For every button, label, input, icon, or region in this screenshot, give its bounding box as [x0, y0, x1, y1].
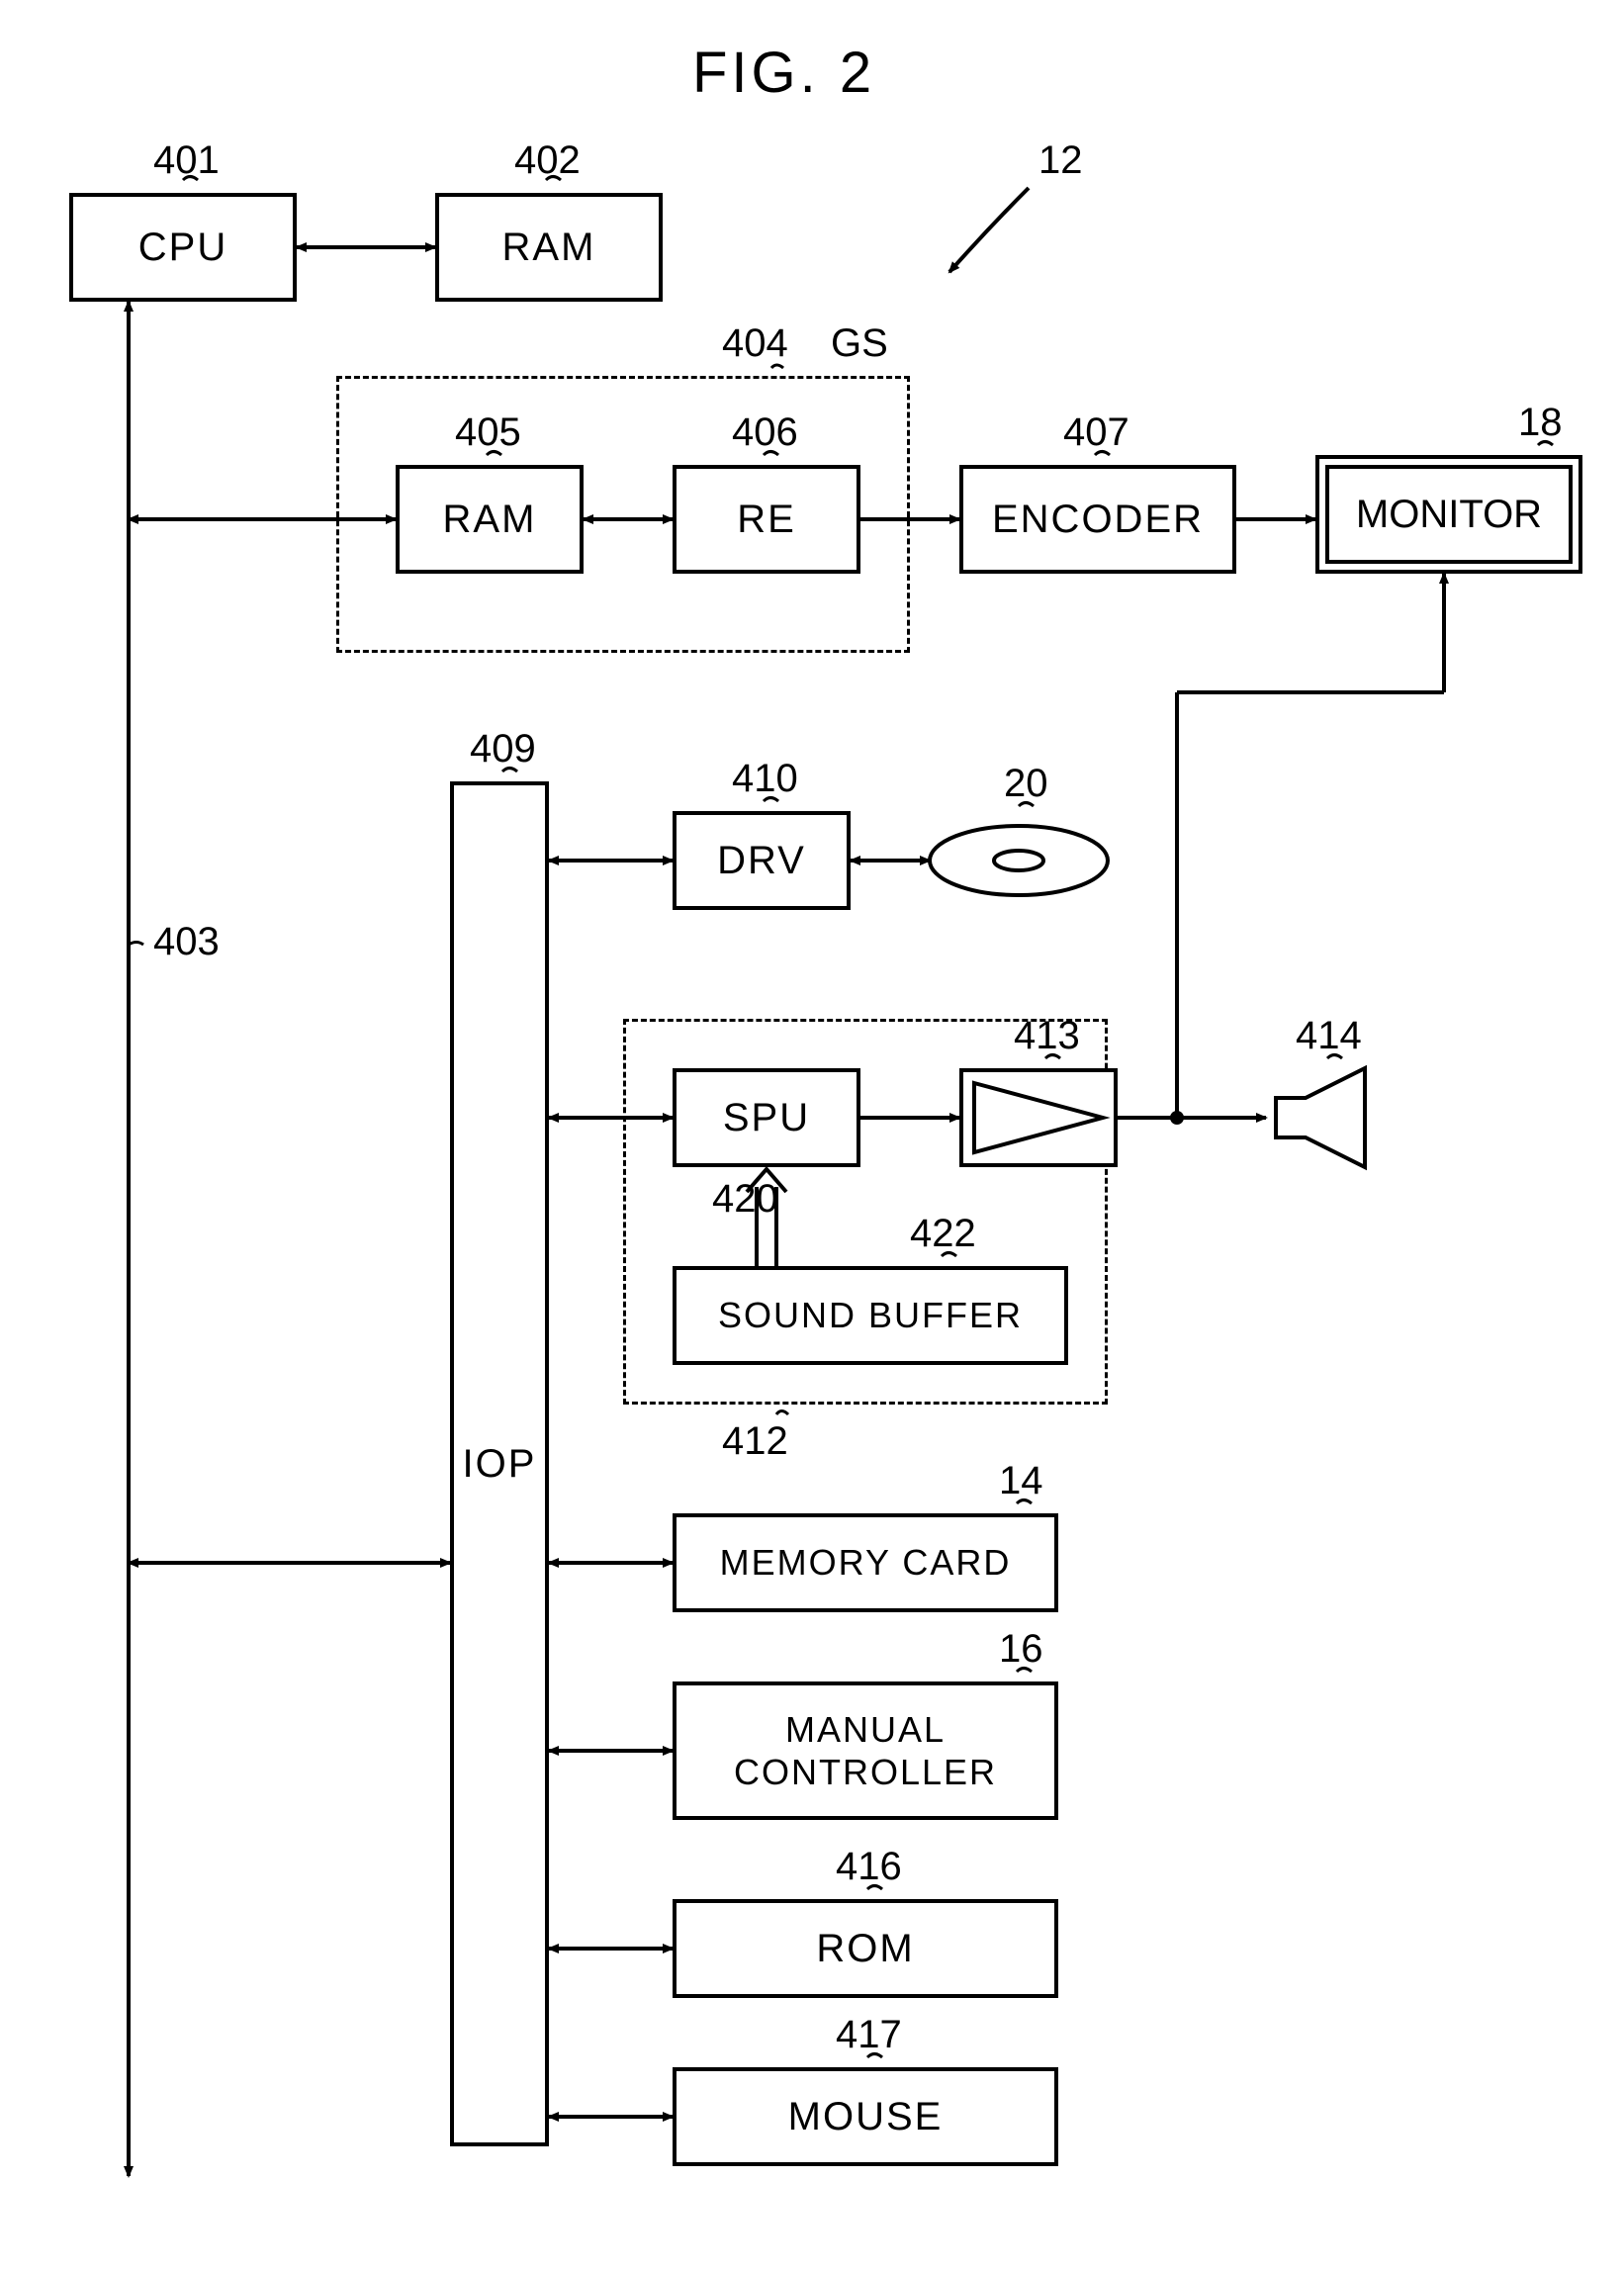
drv-label: DRV — [717, 839, 806, 883]
amp-ref: 413 — [1014, 1014, 1080, 1058]
encoder-block: ENCODER — [959, 465, 1236, 574]
gs-extra-label: GS — [831, 321, 888, 366]
sound-buffer-block: SOUND BUFFER — [673, 1266, 1068, 1365]
disc-ref: 20 — [1004, 762, 1048, 806]
rom-block: ROM — [673, 1899, 1058, 1998]
mouse-label: MOUSE — [788, 2095, 944, 2139]
cpu-block: CPU — [69, 193, 297, 302]
monitor-label: MONITOR — [1356, 493, 1542, 537]
controller-label: MANUAL CONTROLLER — [734, 1708, 997, 1793]
memory-card-block: MEMORY CARD — [673, 1513, 1058, 1612]
sound-buffer-ref: 422 — [910, 1212, 976, 1256]
diagram-container: FIG. 2 12 CPU 401 RAM 402 404 GS RAM 405… — [0, 0, 1624, 2271]
re-label: RE — [737, 498, 796, 542]
rom-label: ROM — [816, 1927, 914, 1971]
controller-block: MANUAL CONTROLLER — [673, 1681, 1058, 1820]
iop-label: IOP — [463, 1442, 537, 1487]
mouse-ref: 417 — [836, 2013, 902, 2057]
ram2-ref: 405 — [455, 410, 521, 455]
speaker-ref: 414 — [1296, 1014, 1362, 1058]
cpu-ref: 401 — [153, 138, 220, 183]
memory-card-label: MEMORY CARD — [720, 1542, 1012, 1584]
bus-ref: 403 — [153, 920, 220, 964]
gs-ref: 404 — [722, 321, 788, 366]
ram1-block: RAM — [435, 193, 663, 302]
sound-buffer-label: SOUND BUFFER — [718, 1295, 1023, 1336]
spu-label: SPU — [723, 1096, 810, 1140]
ram1-label: RAM — [502, 226, 596, 270]
iop-block: IOP — [450, 781, 549, 2146]
encoder-ref: 407 — [1063, 410, 1129, 455]
monitor-ref: 18 — [1518, 401, 1563, 445]
re-ref: 406 — [732, 410, 798, 455]
encoder-label: ENCODER — [992, 498, 1204, 542]
monitor-block: MONITOR — [1315, 455, 1582, 574]
sound-group-ref: 412 — [722, 1419, 788, 1464]
spu-block: SPU — [673, 1068, 860, 1167]
drv-ref: 410 — [732, 757, 798, 801]
amp-block — [959, 1068, 1118, 1167]
drv-block: DRV — [673, 811, 851, 910]
ram1-ref: 402 — [514, 138, 581, 183]
ram2-label: RAM — [443, 498, 537, 542]
ram2-block: RAM — [396, 465, 584, 574]
spu-ref: 420 — [712, 1177, 778, 1222]
rom-ref: 416 — [836, 1845, 902, 1889]
re-block: RE — [673, 465, 860, 574]
system-ref-label: 12 — [1038, 138, 1083, 183]
cpu-label: CPU — [138, 226, 227, 270]
iop-ref: 409 — [470, 727, 536, 772]
controller-ref: 16 — [999, 1627, 1043, 1672]
figure-title: FIG. 2 — [692, 40, 875, 106]
mouse-block: MOUSE — [673, 2067, 1058, 2166]
memory-card-ref: 14 — [999, 1459, 1043, 1503]
